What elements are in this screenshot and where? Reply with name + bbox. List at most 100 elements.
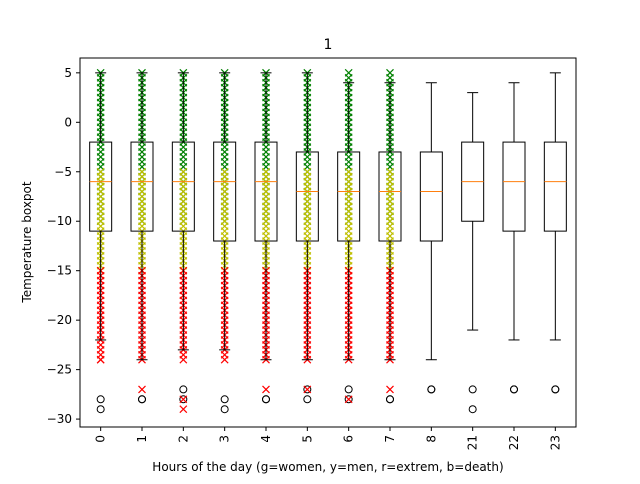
box-7 xyxy=(378,82,402,404)
outlier-point xyxy=(427,385,436,394)
extreme-point xyxy=(262,385,270,394)
scatter-point xyxy=(386,167,394,176)
x-tick-label: 4 xyxy=(259,435,273,443)
box-body xyxy=(213,141,237,242)
box-body xyxy=(337,151,361,242)
chart-title: 1 xyxy=(324,37,333,53)
scatter-point-stroke-b xyxy=(344,167,353,176)
extreme-point-stroke-b xyxy=(262,385,270,394)
box-body xyxy=(89,141,113,232)
x-tick-label: 6 xyxy=(342,435,356,443)
outlier-point xyxy=(551,385,560,394)
scatter-point-stroke-b xyxy=(179,167,188,176)
y-axis-label: Temperature boxpot xyxy=(20,181,34,303)
extreme-point-stroke-b xyxy=(386,385,394,394)
box-1 xyxy=(130,72,154,404)
scatter-point xyxy=(138,167,146,176)
scatter-point-stroke-b xyxy=(96,167,105,176)
x-tick-label: 22 xyxy=(507,435,521,450)
extreme-point xyxy=(179,405,188,414)
x-tick-label: 2 xyxy=(176,435,190,443)
x-tick-label: 0 xyxy=(94,435,108,443)
scatter-point xyxy=(344,68,353,77)
scatter-point xyxy=(344,167,353,176)
box-body xyxy=(295,151,319,242)
box-5 xyxy=(295,72,319,404)
scatter-point-stroke-b xyxy=(386,167,394,176)
x-tick-label: 21 xyxy=(466,435,480,450)
y-tick-label: −10 xyxy=(47,214,72,228)
outlier-point xyxy=(96,395,105,404)
extreme-point xyxy=(303,385,312,394)
extreme-point-stroke-b xyxy=(303,385,312,394)
box-body xyxy=(171,141,195,232)
box-2 xyxy=(171,72,195,404)
scatter-point-stroke-b xyxy=(344,68,353,77)
y-tick-label: 5 xyxy=(64,66,72,80)
extreme-point xyxy=(96,355,105,364)
scatter-point xyxy=(262,167,270,176)
box-8 xyxy=(419,82,443,394)
y-tick-label: −15 xyxy=(47,264,72,278)
outlier-point xyxy=(303,385,312,394)
scatter-point-stroke-b xyxy=(138,167,146,176)
box-23 xyxy=(543,72,567,394)
outlier-point xyxy=(510,385,518,394)
box-3 xyxy=(213,72,237,414)
outlier-point xyxy=(220,405,229,414)
extreme-point xyxy=(386,385,394,394)
outlier-point xyxy=(138,395,146,404)
box-body xyxy=(378,151,402,242)
outlier-point xyxy=(96,405,105,414)
x-tick-label: 1 xyxy=(135,435,149,443)
extreme-point-stroke-b xyxy=(179,395,188,404)
scatter-point-stroke-b xyxy=(386,68,394,77)
x-tick-label: 23 xyxy=(548,435,562,450)
y-tick-label: −20 xyxy=(47,313,72,327)
box-body xyxy=(543,141,567,232)
plot-layer xyxy=(89,68,567,414)
scatter-point xyxy=(96,167,105,176)
x-tick-label: 3 xyxy=(218,435,232,443)
extreme-point-stroke-b xyxy=(344,395,353,404)
axes-frame xyxy=(79,57,577,428)
extreme-point-stroke-b xyxy=(179,405,188,414)
extreme-point xyxy=(344,395,353,404)
scatter-point-stroke-b xyxy=(220,167,229,176)
outlier-point xyxy=(386,395,394,404)
outlier-point xyxy=(344,395,353,404)
y-tick-label: −5 xyxy=(54,165,72,179)
outlier-point xyxy=(303,395,312,404)
scatter-point xyxy=(179,167,188,176)
box-body xyxy=(502,141,526,232)
outlier-point xyxy=(179,385,188,394)
extreme-point-stroke-b xyxy=(138,385,146,394)
extreme-point-stroke-b xyxy=(96,355,105,364)
scatter-point xyxy=(220,167,229,176)
x-tick-label: 8 xyxy=(424,435,438,443)
box-body xyxy=(130,141,154,232)
x-axis-label: Hours of the day (g=women, y=men, r=extr… xyxy=(152,460,503,474)
outlier-point xyxy=(468,405,477,414)
box-0 xyxy=(89,72,113,414)
x-tick-label: 5 xyxy=(300,435,314,443)
scatter-point-stroke-b xyxy=(303,167,312,176)
extreme-point xyxy=(179,395,188,404)
outlier-point xyxy=(220,395,229,404)
x-tick-label: 7 xyxy=(383,435,397,443)
scatter-point-stroke-b xyxy=(262,167,270,176)
scatter-point xyxy=(386,68,394,77)
y-tick-label: 0 xyxy=(64,115,72,129)
outlier-point xyxy=(468,385,477,394)
box-21 xyxy=(461,92,485,414)
extreme-point xyxy=(138,385,146,394)
y-tick-label: −25 xyxy=(47,363,72,377)
box-6 xyxy=(337,82,361,404)
box-body xyxy=(419,151,443,242)
box-body xyxy=(254,141,278,242)
outlier-point xyxy=(262,395,270,404)
box-22 xyxy=(502,82,526,394)
